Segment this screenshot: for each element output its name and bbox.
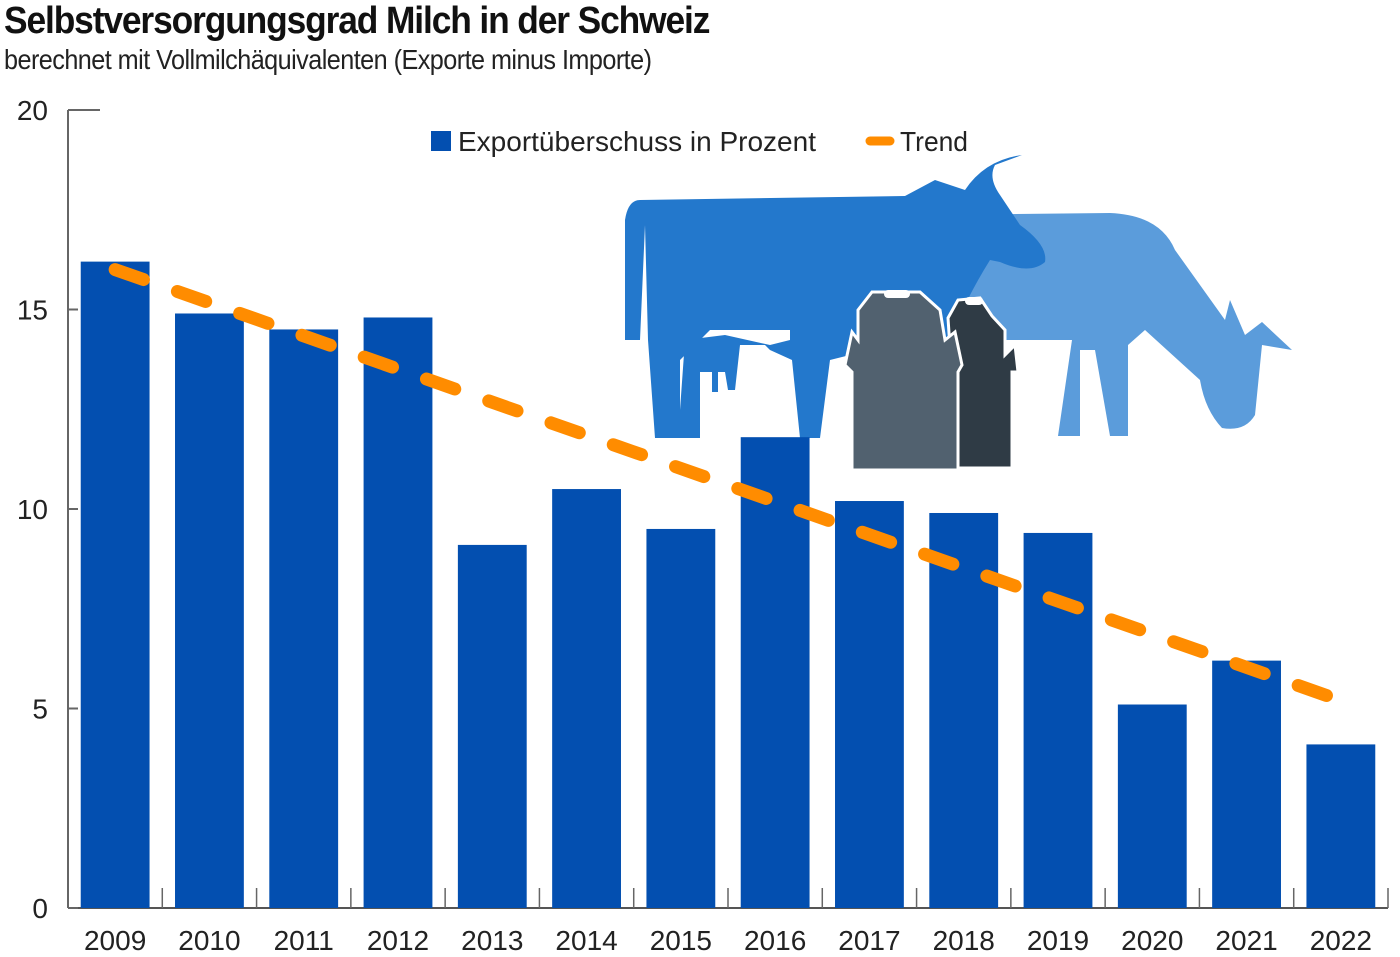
bar-2012 <box>363 317 433 909</box>
y-tick-label: 5 <box>32 694 48 725</box>
chart-subtitle: berechnet mit Vollmilchäquivalenten (Exp… <box>4 44 652 75</box>
legend-label-trend: Trend <box>900 126 968 157</box>
y-tick-label: 15 <box>17 295 48 326</box>
x-tick-label: 2021 <box>1215 925 1277 956</box>
bars <box>80 261 1376 909</box>
bar-2010 <box>175 313 244 908</box>
bar-2020 <box>1117 704 1187 908</box>
x-tick-label: 2018 <box>933 925 995 956</box>
illustration <box>625 155 1292 472</box>
bar-2009 <box>80 261 150 908</box>
legend: Exportüberschuss in Prozent Trend <box>431 126 968 157</box>
y-axis-labels: 0 5 10 15 20 <box>17 95 48 924</box>
x-tick-label: 2012 <box>367 925 429 956</box>
x-tick-label: 2019 <box>1027 925 1089 956</box>
x-tick-label: 2015 <box>650 925 712 956</box>
y-tick-label: 10 <box>17 494 48 525</box>
trend-line-path <box>108 263 1348 708</box>
x-tick-label: 2017 <box>838 925 900 956</box>
legend-label-bar: Exportüberschuss in Prozent <box>458 126 816 157</box>
x-axis-labels: 2009 2010 2011 2012 2013 2014 2015 2016 2017 2018… <box>84 925 1372 956</box>
x-tick-label: 2009 <box>84 925 146 956</box>
legend-swatch-bar <box>431 131 451 151</box>
x-tick-label: 2013 <box>461 925 523 956</box>
trend-line <box>108 263 1348 708</box>
milk-can-icon <box>946 296 1020 470</box>
cow-grazing-icon <box>930 213 1292 440</box>
cow-icon <box>625 155 1046 438</box>
chart-title: Selbstversorgungsgrad Milch in der Schwe… <box>4 0 710 42</box>
bar-2013 <box>457 544 527 908</box>
bar-2014 <box>552 489 621 908</box>
x-tick-label: 2014 <box>555 925 617 956</box>
bar-2022 <box>1306 744 1376 908</box>
x-tick-label: 2010 <box>178 925 240 956</box>
y-tick-label: 0 <box>32 893 48 924</box>
bar-2021 <box>1212 660 1281 908</box>
bar-2019 <box>1023 532 1093 908</box>
x-tick-label: 2020 <box>1121 925 1183 956</box>
x-tick-label: 2011 <box>274 925 334 956</box>
bar-2015 <box>646 528 716 908</box>
milk-can-icon <box>843 290 964 472</box>
y-tick-label: 20 <box>17 95 48 126</box>
bar-2017 <box>835 501 904 908</box>
x-tick-label: 2022 <box>1310 925 1372 956</box>
x-tick-label: 2016 <box>744 925 806 956</box>
bar-2011 <box>269 329 339 908</box>
